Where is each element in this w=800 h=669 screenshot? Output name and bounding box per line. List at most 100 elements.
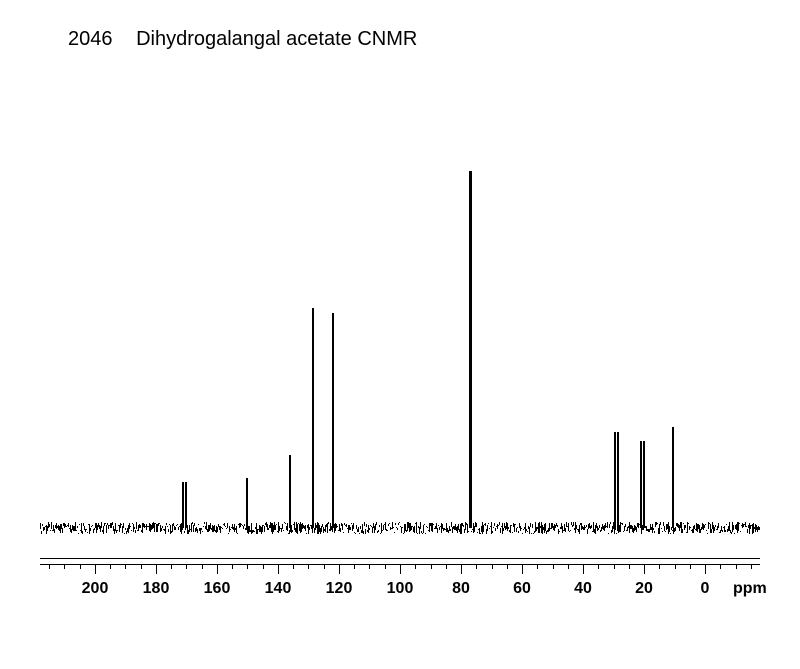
baseline-noise <box>382 530 383 531</box>
axis-tick-minor <box>202 564 203 569</box>
baseline-noise <box>44 527 45 530</box>
baseline-noise <box>94 528 95 530</box>
baseline-noise <box>688 523 689 524</box>
baseline-noise <box>402 527 403 528</box>
baseline-noise <box>498 525 499 526</box>
baseline-noise <box>480 533 481 534</box>
baseline-noise <box>422 533 423 534</box>
baseline-noise <box>49 524 50 527</box>
baseline-noise <box>236 526 237 533</box>
baseline-noise <box>264 526 265 532</box>
baseline-noise <box>531 533 532 534</box>
baseline-noise <box>364 522 365 526</box>
baseline-noise <box>661 528 662 529</box>
baseline-noise <box>512 532 513 533</box>
baseline-noise <box>285 523 286 524</box>
baseline-noise <box>516 528 517 532</box>
baseline-noise <box>726 524 727 525</box>
axis-tick-minor <box>476 564 477 569</box>
baseline-noise <box>378 530 379 532</box>
baseline-noise <box>276 524 277 525</box>
nmr-peak <box>246 478 248 528</box>
axis-tick-label: 40 <box>574 580 592 598</box>
baseline-noise <box>493 527 494 528</box>
axis-tick-minor <box>431 564 432 569</box>
axis-tick-minor <box>354 564 355 569</box>
baseline-noise <box>136 522 137 529</box>
nmr-peak <box>185 482 187 528</box>
baseline-noise <box>715 525 716 527</box>
baseline-noise <box>268 528 269 530</box>
baseline-noise <box>468 531 469 532</box>
baseline-noise <box>532 524 533 528</box>
baseline-noise <box>262 525 263 532</box>
axis-tick-major <box>217 564 218 574</box>
baseline-noise <box>82 531 83 534</box>
baseline-noise <box>495 528 496 531</box>
baseline-noise <box>675 527 676 531</box>
axis-tick-minor <box>110 564 111 569</box>
baseline-noise <box>579 525 580 534</box>
axis-tick-minor <box>598 564 599 569</box>
nmr-peak <box>182 482 184 528</box>
baseline-noise <box>616 533 617 534</box>
baseline-noise <box>483 525 484 532</box>
baseline-noise <box>117 530 118 531</box>
baseline-noise <box>450 529 451 531</box>
baseline-noise <box>522 533 523 534</box>
baseline-noise <box>523 529 524 530</box>
baseline-noise <box>705 524 706 525</box>
baseline-noise <box>343 532 344 533</box>
axis-tick-minor <box>125 564 126 569</box>
axis-tick-minor <box>553 564 554 569</box>
baseline-noise <box>161 528 162 531</box>
axis-tick-label: 0 <box>701 580 710 598</box>
axis-tick-major <box>400 564 401 574</box>
baseline-noise <box>682 529 683 533</box>
axis-tick-major <box>705 564 706 574</box>
baseline-noise <box>358 527 359 532</box>
baseline-noise <box>193 525 194 532</box>
baseline-noise <box>42 524 43 526</box>
baseline-noise <box>707 533 708 534</box>
baseline-noise <box>194 523 195 526</box>
baseline-noise <box>670 533 671 534</box>
baseline-noise <box>529 527 530 534</box>
baseline-noise <box>243 526 244 529</box>
baseline-noise <box>494 523 495 526</box>
baseline-noise <box>662 531 663 532</box>
baseline-noise <box>230 529 231 530</box>
baseline-noise <box>711 529 712 533</box>
baseline-noise <box>739 523 740 524</box>
baseline-noise <box>92 525 93 526</box>
axis-tick-major <box>339 564 340 574</box>
baseline-noise <box>168 529 169 532</box>
baseline-noise <box>423 525 424 533</box>
baseline-noise <box>225 526 226 527</box>
baseline-noise <box>287 523 288 531</box>
baseline-noise <box>159 523 160 524</box>
baseline-noise <box>369 528 370 530</box>
baseline-noise <box>395 523 396 525</box>
baseline-noise <box>438 525 439 526</box>
baseline-noise <box>599 525 600 528</box>
baseline-noise <box>106 525 107 533</box>
baseline-noise <box>237 533 238 534</box>
baseline-noise <box>759 527 760 530</box>
axis-tick-label: 20 <box>635 580 653 598</box>
spectrum-name: Dihydrogalangal acetate CNMR <box>136 28 417 50</box>
baseline-noise <box>198 524 199 525</box>
baseline-noise <box>569 531 570 532</box>
axis-separator-line <box>40 558 760 559</box>
baseline-noise <box>40 523 41 529</box>
baseline-noise <box>623 531 624 532</box>
baseline-noise <box>328 522 329 524</box>
baseline-noise <box>659 524 660 534</box>
baseline-noise <box>508 527 509 529</box>
baseline-noise <box>135 530 136 533</box>
baseline-noise <box>517 527 518 528</box>
axis-tick-minor <box>568 564 569 569</box>
baseline-noise <box>437 528 438 533</box>
baseline-noise <box>500 528 501 533</box>
axis-tick-label: 60 <box>513 580 531 598</box>
